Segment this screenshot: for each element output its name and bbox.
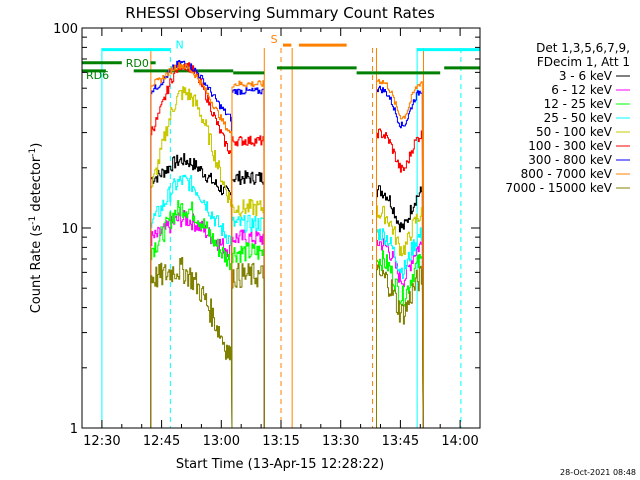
y-axis: 1 10 100 [53,22,480,437]
series-2-segment-1 [231,242,265,429]
y-tick-label-2: 100 [53,22,78,37]
series-7-segment-0 [150,62,233,429]
series-4-segment-1 [231,198,265,429]
series-8-segment-2 [376,264,424,429]
chart-title: RHESSI Observing Summary Count Rates [125,4,435,22]
series-5-segment-2 [376,128,424,429]
legend-label-3: 25 - 50 keV [544,111,613,125]
legend: Det 1,3,5,6,7,9, FDecim 1, Att 1 3 - 6 k… [505,41,630,195]
series-0-segment-1 [231,170,265,429]
series-5-segment-1 [231,135,265,429]
series-6-segment-1 [231,87,265,429]
legend-label-6: 300 - 800 keV [528,153,612,167]
series-3-segment-2 [376,227,424,429]
series-0-segment-2 [376,185,424,429]
x-tick-label-1: 12:45 [143,434,180,449]
series-3-segment-1 [231,214,265,429]
legend-label-4: 50 - 100 keV [536,125,613,139]
legend-label-7: 800 - 7000 keV [521,167,613,181]
y-tick-label-0: 1 [70,422,78,437]
x-axis: 12:30 12:45 13:00 13:15 13:30 13:45 14:00 [83,28,479,449]
legend-header-line-2: FDecim 1, Att 1 [537,55,630,69]
footer-timestamp: 28-Oct-2021 08:48 [560,468,636,477]
legend-label-8: 7000 - 15000 keV [505,181,612,195]
series-4-segment-2 [376,205,424,429]
x-tick-label-0: 12:30 [83,434,120,449]
x-tick-label-5: 13:45 [382,434,419,449]
x-tick-label-3: 13:15 [262,434,299,449]
y-axis-label: Count Rate (s-1 detector-1) [28,143,44,314]
series-group [150,60,424,429]
flag-rd0-label: RD0 [126,57,149,70]
series-8-segment-1 [231,262,265,429]
legend-label-1: 6 - 12 keV [551,83,613,97]
legend-label-5: 100 - 300 keV [528,139,612,153]
x-tick-label-6: 14:00 [441,434,478,449]
flag-bars: N RD0 RD6 S [82,33,480,82]
legend-label-0: 3 - 6 keV [559,69,613,83]
series-4-segment-0 [150,86,233,429]
legend-label-2: 12 - 25 keV [544,97,613,111]
series-7-segment-1 [231,80,265,429]
flag-rd6-label: RD6 [86,69,109,82]
series-6-segment-2 [376,85,424,429]
x-tick-label-2: 13:00 [203,434,240,449]
x-axis-label: Start Time (13-Apr-15 12:28:22) [176,457,384,472]
series-2-segment-0 [150,200,233,429]
series-7-segment-2 [376,79,424,429]
series-3-segment-0 [150,174,233,429]
series-8-segment-0 [150,257,233,429]
flag-n-label: N [176,39,184,52]
flag-s-label: S [271,33,278,46]
x-tick-label-4: 13:30 [322,434,359,449]
legend-header-line-1: Det 1,3,5,6,7,9, [536,41,630,55]
series-0-segment-0 [150,153,233,429]
y-tick-label-1: 10 [61,222,78,237]
